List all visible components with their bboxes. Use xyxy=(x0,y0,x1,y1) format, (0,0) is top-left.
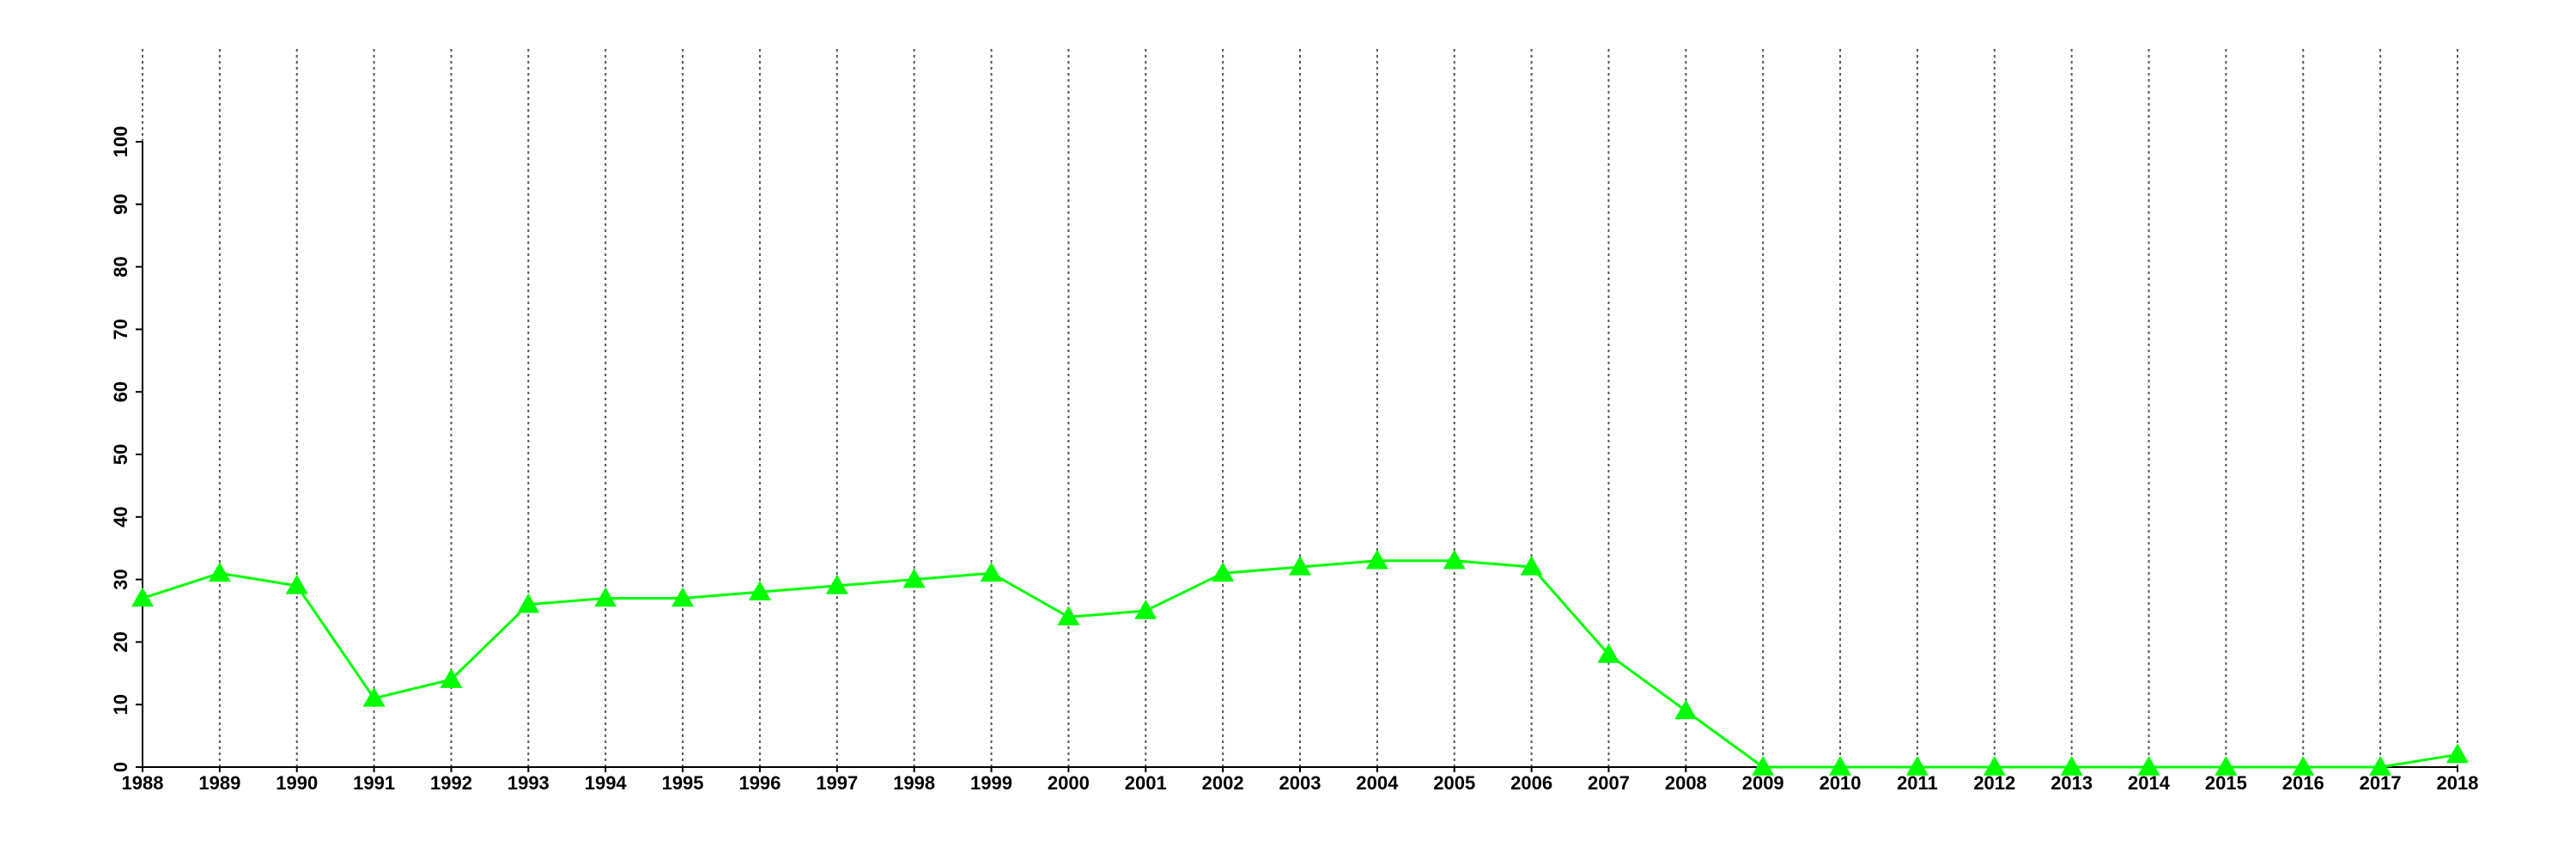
x-tick-label: 1991 xyxy=(353,772,395,794)
x-tick-label: 2008 xyxy=(1665,772,1707,794)
marker xyxy=(2215,756,2238,776)
x-tick-label: 2000 xyxy=(1048,772,1090,794)
marker xyxy=(2446,743,2469,764)
x-tick-label: 2002 xyxy=(1202,772,1244,794)
marker xyxy=(2369,756,2392,776)
y-tick-label: 70 xyxy=(110,319,131,339)
x-tick-label: 1994 xyxy=(585,772,628,794)
y-tick-label: 20 xyxy=(110,631,131,652)
y-tick-label: 100 xyxy=(110,126,131,158)
marker xyxy=(748,581,771,600)
x-tick-label: 1998 xyxy=(893,772,935,794)
marker xyxy=(517,593,540,613)
marker xyxy=(1057,606,1080,626)
x-tick-label: 2011 xyxy=(1897,772,1938,794)
y-tick-label: 90 xyxy=(110,194,131,215)
marker xyxy=(1829,756,1852,776)
y-tick-label: 0 xyxy=(110,762,131,772)
marker xyxy=(2060,756,2083,776)
x-tick-label: 2004 xyxy=(1356,772,1399,794)
y-tick-label: 50 xyxy=(110,444,131,465)
marker xyxy=(594,587,617,607)
x-tick-label: 2015 xyxy=(2205,772,2247,794)
x-tick-label: 2001 xyxy=(1125,772,1167,794)
marker xyxy=(980,562,1003,582)
marker xyxy=(1905,756,1929,776)
marker xyxy=(131,587,154,607)
y-tick-label: 60 xyxy=(110,381,131,402)
marker xyxy=(2292,756,2315,776)
marker xyxy=(1674,699,1698,720)
marker xyxy=(1365,549,1388,570)
marker xyxy=(1752,756,1775,776)
marker xyxy=(208,562,231,582)
x-tick-label: 1995 xyxy=(662,772,704,794)
x-tick-label: 1997 xyxy=(816,772,858,794)
y-tick-label: 30 xyxy=(110,569,131,589)
marker xyxy=(1134,600,1157,619)
x-tick-label: 1999 xyxy=(970,772,1012,794)
y-tick-label: 80 xyxy=(110,256,131,277)
marker xyxy=(825,574,848,594)
x-tick-label: 2007 xyxy=(1588,772,1630,794)
marker xyxy=(1597,643,1620,663)
x-tick-label: 1993 xyxy=(507,772,550,794)
x-tick-label: 2016 xyxy=(2282,772,2324,794)
marker xyxy=(902,568,926,588)
x-tick-label: 1990 xyxy=(276,772,318,794)
marker xyxy=(362,686,386,707)
x-tick-label: 1992 xyxy=(430,772,472,794)
x-tick-label: 2017 xyxy=(2360,772,2402,794)
x-tick-label: 2003 xyxy=(1279,772,1321,794)
y-tick-label: 40 xyxy=(110,507,131,527)
marker xyxy=(285,574,308,594)
marker xyxy=(1443,549,1466,570)
x-tick-label: 2010 xyxy=(1820,772,1862,794)
marker xyxy=(2137,756,2160,776)
x-tick-label: 2006 xyxy=(1510,772,1552,794)
x-tick-label: 2012 xyxy=(1973,772,2015,794)
marker xyxy=(1212,562,1235,582)
x-tick-label: 2009 xyxy=(1742,772,1784,794)
x-tick-label: 1996 xyxy=(738,772,781,794)
marker xyxy=(1983,756,2006,776)
x-tick-label: 2018 xyxy=(2437,772,2479,794)
x-tick-label: 2014 xyxy=(2128,772,2171,794)
x-tick-label: 1988 xyxy=(122,772,164,794)
x-tick-label: 2013 xyxy=(2050,772,2093,794)
marker xyxy=(440,668,463,688)
x-tick-label: 1989 xyxy=(198,772,240,794)
x-tick-label: 2005 xyxy=(1433,772,1475,794)
marker xyxy=(1520,556,1543,576)
marker xyxy=(671,587,695,607)
marker xyxy=(1289,556,1311,576)
y-tick-label: 10 xyxy=(110,694,131,715)
